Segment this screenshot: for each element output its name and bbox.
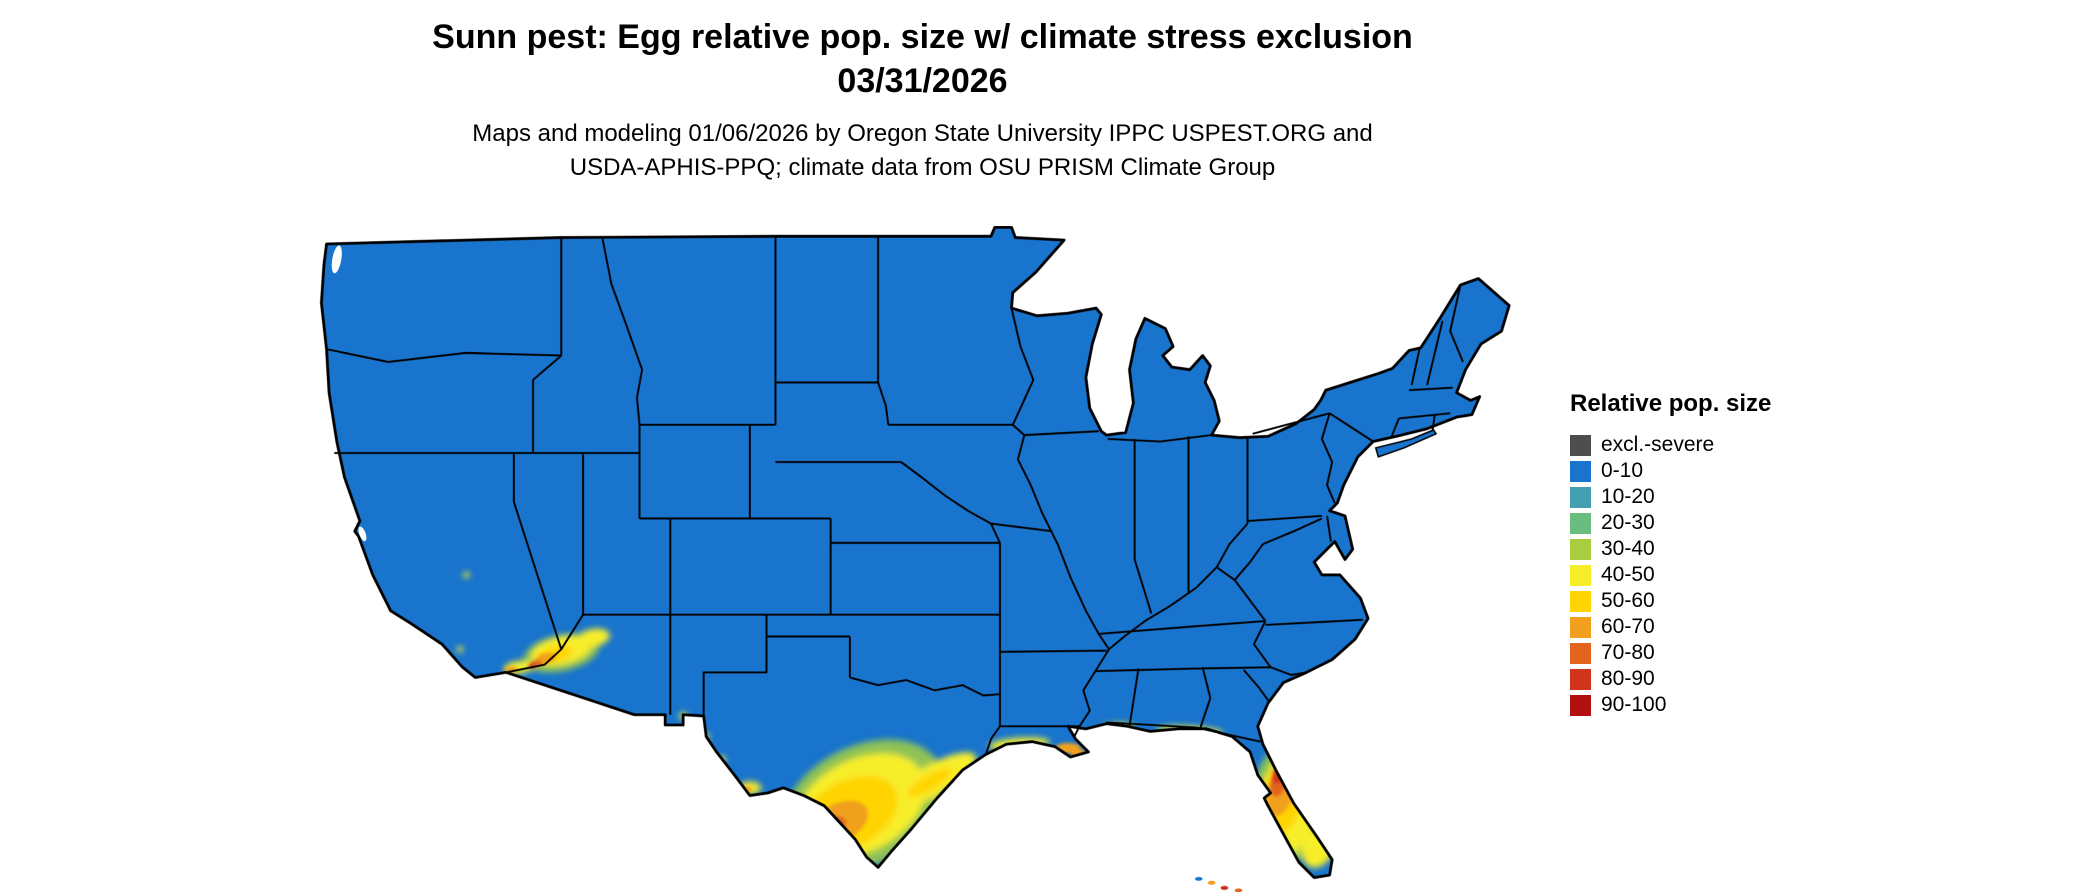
subtitle-line-2: USDA-APHIS-PPQ; climate data from OSU PR… <box>569 154 1276 182</box>
florida-key-2 <box>1207 880 1216 885</box>
legend-label: 80-90 <box>1601 667 1655 690</box>
florida-keys <box>1194 876 1243 892</box>
legend-entry-30-40: 30-40 <box>1570 536 1771 562</box>
legend-entry-40-50: 40-50 <box>1570 562 1771 588</box>
legend-swatch-70-80 <box>1570 642 1591 664</box>
us-outline <box>319 225 1511 880</box>
legend-swatch-90-100 <box>1570 694 1591 716</box>
san-francisco-bay-water <box>358 526 367 542</box>
hotspot-darkred-south-texas <box>811 832 822 841</box>
legend-label: 60-70 <box>1601 615 1655 638</box>
legend-swatch-60-70 <box>1570 616 1591 638</box>
us-map <box>319 225 1511 892</box>
legend-label: 10-20 <box>1601 485 1655 508</box>
state-borders-central <box>766 237 1110 755</box>
legend-entry-90-100: 90-100 <box>1570 692 1771 718</box>
legend-swatch-10-20 <box>1570 486 1591 508</box>
florida-key-3 <box>1220 885 1229 890</box>
title-block: Sunn pest: Egg relative pop. size w/ cli… <box>0 16 1845 185</box>
legend-title: Relative pop. size <box>1570 390 1772 417</box>
us-landmass <box>321 227 1510 878</box>
hotspot-yellow-phoenix <box>576 628 610 648</box>
legend-label: 50-60 <box>1601 589 1655 612</box>
legend-swatch-30-40 <box>1570 538 1591 560</box>
legend-label: 40-50 <box>1601 563 1655 586</box>
hotspot-gold-texas-coast <box>906 768 952 798</box>
subtitle-line-1: Maps and modeling 01/06/2026 by Oregon S… <box>472 120 1373 148</box>
state-borders-east <box>1096 284 1464 743</box>
legend-swatch-0-10 <box>1570 460 1591 482</box>
hotspot-red-south-texas <box>812 825 832 840</box>
legend-label: 90-100 <box>1601 693 1667 716</box>
map-date: 03/31/2026 <box>837 61 1008 100</box>
legend-label: 70-80 <box>1601 641 1655 664</box>
map-legend: Relative pop. size excl.-severe 0-10 10-… <box>1570 390 1771 718</box>
puget-sound-water <box>331 245 342 274</box>
hotspot-dot-california-1 <box>463 571 470 579</box>
legend-entry-20-30: 20-30 <box>1570 510 1771 536</box>
legend-entry-0-10: 0-10 <box>1570 458 1771 484</box>
legend-entry-70-80: 70-80 <box>1570 640 1771 666</box>
legend-entry-60-70: 60-70 <box>1570 614 1771 640</box>
florida-key-1 <box>1194 876 1203 881</box>
florida-key-4 <box>1234 888 1243 892</box>
legend-swatch-40-50 <box>1570 564 1591 586</box>
legend-swatch-excl-severe <box>1570 434 1591 456</box>
long-island <box>1374 428 1438 458</box>
us-map-container <box>298 225 1530 892</box>
map-subtitle: Maps and modeling 01/06/2026 by Oregon S… <box>0 117 1845 185</box>
legend-label: 0-10 <box>1601 459 1644 482</box>
legend-swatch-20-30 <box>1570 512 1591 534</box>
hotspot-orange-arizona <box>535 652 556 664</box>
legend-entry-excl-severe: excl.-severe <box>1570 432 1771 458</box>
hotspot-dot-california-2 <box>456 646 464 653</box>
legend-entry-80-90: 80-90 <box>1570 666 1771 692</box>
legend-label: 30-40 <box>1601 537 1655 560</box>
legend-entry-50-60: 50-60 <box>1570 588 1771 614</box>
legend-label: excl.-severe <box>1601 433 1715 456</box>
state-borders-west <box>326 236 1000 716</box>
legend-swatch-80-90 <box>1570 668 1591 690</box>
legend-swatch-50-60 <box>1570 590 1591 612</box>
legend-label: 20-30 <box>1601 511 1655 534</box>
legend-entry-10-20: 10-20 <box>1570 484 1771 510</box>
map-title: Sunn pest: Egg relative pop. size w/ cli… <box>432 18 1413 56</box>
